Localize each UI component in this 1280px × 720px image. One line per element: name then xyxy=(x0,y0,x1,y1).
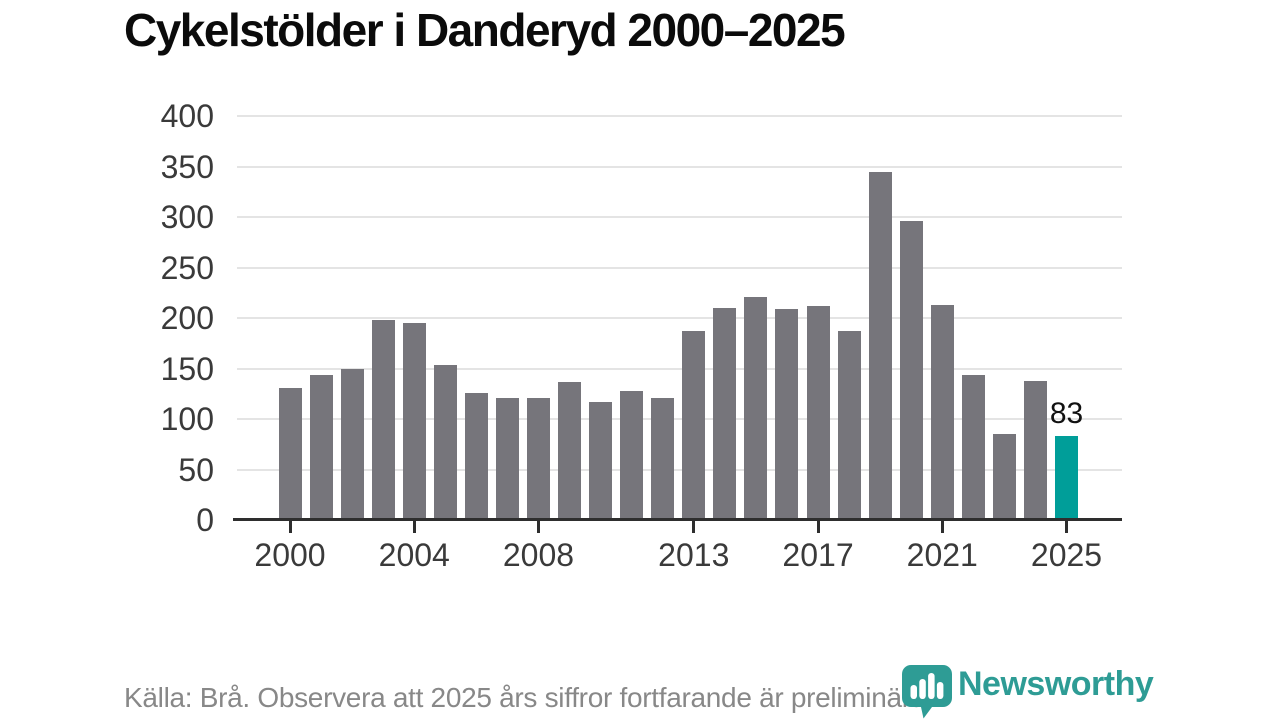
x-tick-2004 xyxy=(412,521,416,533)
y-tick-label-50: 50 xyxy=(178,451,214,488)
gridline-250 xyxy=(237,266,1122,269)
bar-2024 xyxy=(1023,380,1047,520)
x-tick-label-2013: 2013 xyxy=(658,537,730,573)
x-tick-2025 xyxy=(1065,521,1068,533)
x-tick-label-2004: 2004 xyxy=(378,537,450,573)
bar-2007 xyxy=(495,397,519,520)
gridline-350 xyxy=(237,165,1122,168)
bar-2002 xyxy=(340,368,364,520)
gridline-100 xyxy=(237,418,1122,420)
bar-2021 xyxy=(930,304,954,520)
bar-2018 xyxy=(837,331,861,520)
y-tick-label-100: 100 xyxy=(160,401,214,437)
x-tick-2017 xyxy=(816,521,820,533)
x-tick-2021 xyxy=(940,521,944,533)
y-tick-label-400: 400 xyxy=(160,98,214,134)
x-axis-line xyxy=(233,518,1122,521)
bar-2016 xyxy=(775,308,799,520)
y-tick-label-200: 200 xyxy=(160,300,214,336)
source-note: Källa: Brå. Observera att 2025 års siffr… xyxy=(124,682,934,713)
gridline-50 xyxy=(237,468,1122,471)
gridline-400 xyxy=(237,115,1122,117)
highlight-value-label: 83 xyxy=(1049,397,1084,431)
bar-2010 xyxy=(589,401,613,520)
chart-title: Cykelstölder i Danderyd 2000–2025 xyxy=(124,4,846,56)
y-tick-label-350: 350 xyxy=(160,148,214,185)
bar-2004 xyxy=(402,323,426,520)
bar-2012 xyxy=(651,397,675,520)
gridline-200 xyxy=(237,317,1122,319)
x-tick-2013 xyxy=(692,521,696,533)
bar-2020 xyxy=(899,221,923,520)
y-tick-label-150: 150 xyxy=(160,350,214,387)
bar-2019 xyxy=(868,171,892,520)
bar-2017 xyxy=(806,305,830,520)
bar-2008 xyxy=(526,397,550,520)
y-tick-label-300: 300 xyxy=(160,199,214,235)
newsworthy-pin-barchart-icon xyxy=(902,665,952,720)
bar-2022 xyxy=(961,374,985,520)
bar-2023 xyxy=(992,434,1016,520)
bar-2000 xyxy=(278,387,302,520)
y-tick-label-0: 0 xyxy=(196,502,214,538)
x-tick-label-2025: 2025 xyxy=(1030,537,1103,573)
bar-2015 xyxy=(744,296,768,520)
bar-2009 xyxy=(558,381,582,520)
x-tick-2000 xyxy=(288,521,292,533)
bar-2001 xyxy=(309,374,333,520)
x-tick-2008 xyxy=(536,521,540,533)
bar-2014 xyxy=(713,307,737,520)
bar-2003 xyxy=(371,320,395,520)
newsworthy-logo-text: Newsworthy xyxy=(958,665,1154,703)
x-tick-label-2000: 2000 xyxy=(254,537,326,573)
bar-2013 xyxy=(682,331,706,520)
gridline-300 xyxy=(237,216,1122,218)
bar-2011 xyxy=(620,390,644,520)
x-tick-label-2008: 2008 xyxy=(502,537,575,573)
bar-2025 xyxy=(1055,436,1078,520)
x-tick-label-2017: 2017 xyxy=(782,537,854,573)
gridline-150 xyxy=(237,367,1122,370)
bar-2006 xyxy=(464,392,488,520)
x-tick-label-2021: 2021 xyxy=(906,537,978,573)
y-tick-label-250: 250 xyxy=(160,249,214,286)
bar-2005 xyxy=(433,365,457,520)
